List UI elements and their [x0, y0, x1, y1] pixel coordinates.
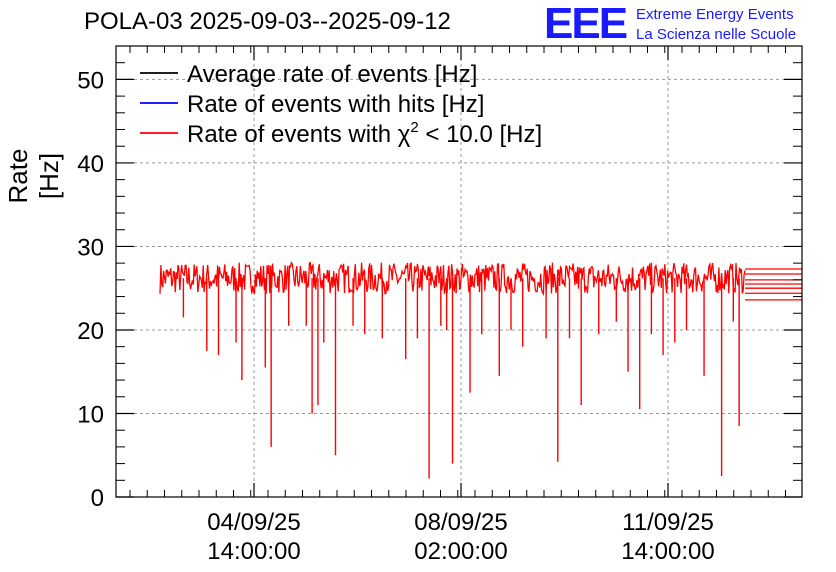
legend-entry: Average rate of events [Hz] [187, 61, 477, 88]
x-tick-date: 08/09/25 [414, 509, 507, 536]
legend-entry: Rate of events with χ2 < 10.0 [Hz] [187, 119, 542, 148]
y-tick-label: 50 [77, 67, 104, 94]
x-tick-time: 14:00:00 [621, 538, 714, 565]
logo-line-2: La Scienza nelle Scuole [636, 26, 797, 43]
x-tick-date: 11/09/25 [622, 509, 714, 536]
y-tick-label: 30 [77, 234, 104, 261]
y-tick-label: 0 [91, 485, 104, 512]
y-tick-label: 20 [77, 318, 104, 345]
y-tick-label: 40 [77, 151, 104, 178]
x-tick-time: 14:00:00 [207, 538, 300, 565]
x-tick-time: 02:00:00 [414, 538, 507, 565]
chart-title: POLA-03 2025-09-03--2025-09-12 [84, 8, 451, 35]
eee-logo: EEE [544, 0, 628, 48]
rate-chi2-series-line [159, 261, 746, 297]
legend-entry: Rate of events with hits [Hz] [187, 91, 484, 118]
x-tick-date: 04/09/25 [207, 509, 300, 536]
y-tick-label: 10 [77, 401, 104, 428]
plot-frame [115, 45, 803, 498]
logo-line-1: Extreme Energy Events [636, 6, 794, 23]
